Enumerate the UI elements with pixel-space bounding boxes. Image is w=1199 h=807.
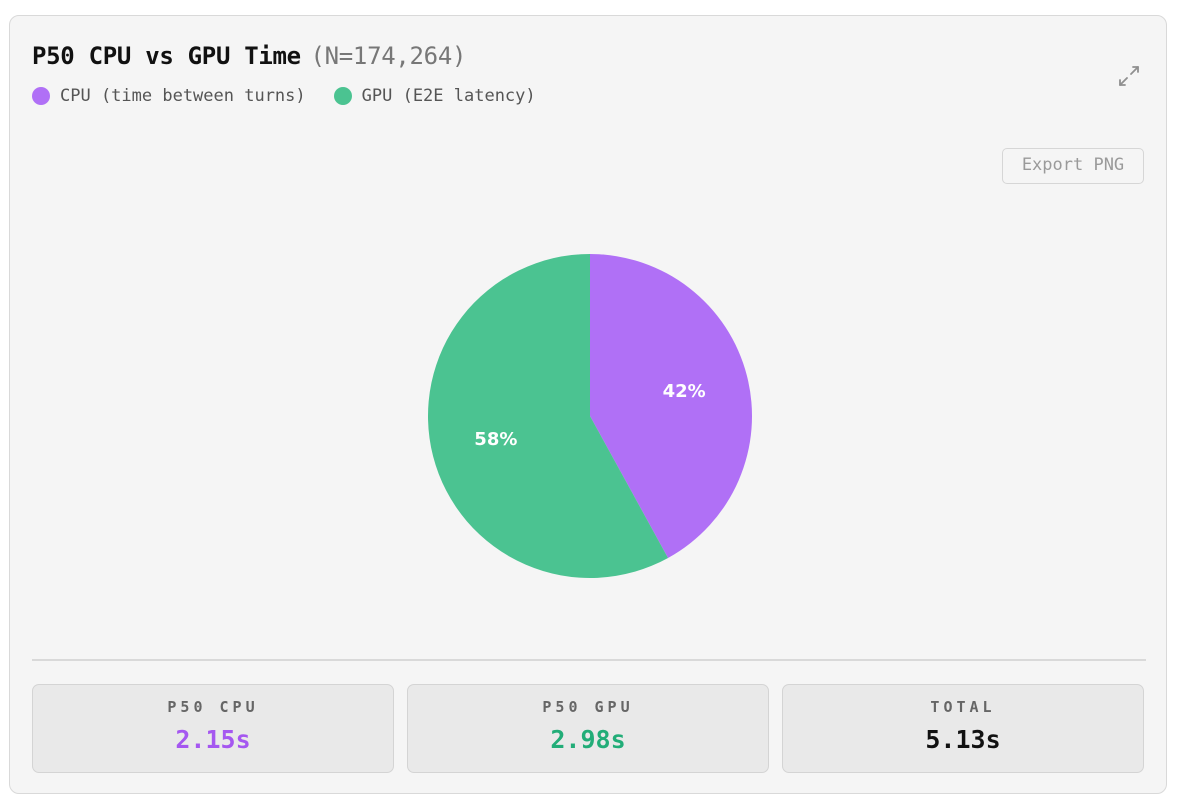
legend-item-cpu: CPU (time between turns) (32, 86, 306, 106)
legend-label-gpu: GPU (E2E latency) (361, 86, 536, 106)
title-row: P50 CPU vs GPU Time (N=174,264) (32, 42, 466, 70)
stat-label-total: TOTAL (930, 698, 996, 716)
divider (32, 659, 1146, 661)
stat-value-total: 5.13s (925, 725, 1001, 754)
legend-swatch-gpu (333, 87, 352, 105)
export-png-button[interactable]: Export PNG (1002, 148, 1144, 184)
stat-total: TOTAL 5.13s (782, 684, 1144, 773)
stat-value-p50-gpu: 2.98s (550, 725, 626, 754)
pie-slice-gpu (427, 254, 669, 578)
expand-button[interactable] (1114, 61, 1144, 91)
expand-icon (1119, 66, 1139, 86)
legend: CPU (time between turns) GPU (E2E latenc… (32, 86, 564, 106)
pie-label-gpu: 58% (474, 429, 517, 450)
pie-chart: 42% 58% (427, 254, 752, 578)
chart-subtitle: (N=174,264) (310, 42, 467, 70)
legend-swatch-cpu (32, 87, 50, 105)
stat-value-p50-cpu: 2.15s (175, 725, 251, 754)
legend-label-cpu: CPU (time between turns) (60, 86, 306, 106)
pie-label-cpu: 42% (663, 381, 706, 402)
chart-title: P50 CPU vs GPU Time (32, 42, 301, 70)
stat-p50-gpu: P50 GPU 2.98s (407, 684, 769, 773)
legend-item-gpu: GPU (E2E latency) (333, 86, 536, 106)
stat-p50-cpu: P50 CPU 2.15s (32, 684, 394, 773)
stat-label-p50-gpu: P50 GPU (542, 698, 634, 716)
pie-slice-cpu (590, 254, 752, 558)
chart-card: P50 CPU vs GPU Time (N=174,264) CPU (tim… (9, 15, 1167, 794)
stat-label-p50-cpu: P50 CPU (167, 698, 259, 716)
